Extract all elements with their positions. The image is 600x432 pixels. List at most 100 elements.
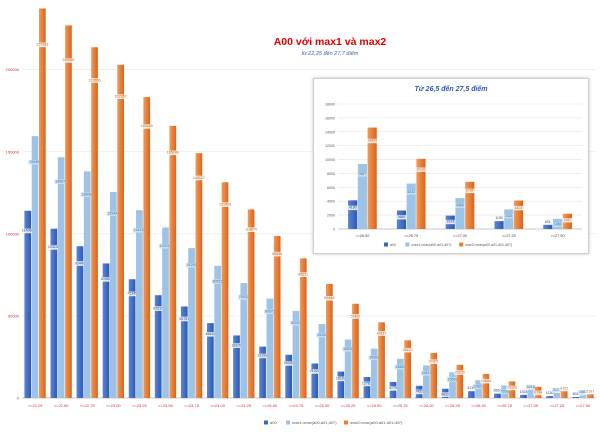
y-tick-label: 0: [333, 228, 335, 232]
x-tick-label: >=23.75: [184, 403, 199, 408]
bar-a00: [494, 393, 501, 398]
data-label: 53003: [291, 321, 301, 325]
x-tick-label: >=25.00: [315, 403, 330, 408]
data-label-bg: [455, 203, 465, 209]
data-label-bg: [106, 211, 120, 217]
data-label: 5632: [441, 392, 449, 396]
data-label-bg: [578, 390, 588, 395]
data-label: 45103: [317, 333, 327, 337]
bar-max2: [195, 153, 203, 398]
data-label-bg: [348, 205, 358, 211]
data-label: 103917: [160, 244, 172, 248]
legend-swatch: [459, 242, 464, 247]
data-label: 35630: [343, 347, 353, 351]
legend-swatch: [405, 242, 410, 247]
data-label-bg: [100, 277, 112, 282]
data-label-bg: [466, 386, 477, 391]
data-label: 213656: [89, 78, 101, 82]
legend-entry: max1=max(a00,a01,d07): [292, 420, 337, 425]
data-label-bg: [282, 361, 295, 366]
data-label-bg: [349, 314, 362, 319]
bar-a00: [572, 397, 580, 398]
data-label-bg: [21, 228, 35, 234]
legend-entry: a00: [270, 420, 277, 425]
bar-max1: [136, 210, 143, 398]
bar-a00: [207, 323, 214, 398]
data-label: 4102: [560, 386, 568, 390]
x-tick-label: >=24.00: [210, 403, 225, 408]
data-label-bg: [361, 381, 373, 387]
bar-a00: [546, 396, 553, 398]
data-label: 6794: [534, 391, 542, 395]
data-label-bg: [54, 179, 68, 184]
bar-max2: [169, 125, 177, 398]
data-label-bg: [368, 355, 380, 361]
bar-max2: [221, 182, 229, 398]
bar-a00: [154, 295, 162, 398]
bar-a00: [233, 335, 240, 398]
data-label-bg: [375, 331, 388, 336]
data-label-bg: [290, 320, 302, 326]
data-label: 80515: [213, 279, 223, 283]
bar-a00: [363, 377, 371, 398]
inset-chart: 0 2000 4000 6000 8000 10000 12000 14000 16000 180…: [325, 103, 582, 247]
bar-a00: [494, 221, 504, 229]
data-label: 7452: [415, 390, 423, 394]
bar-max1: [162, 227, 169, 398]
bar-max1: [109, 192, 117, 398]
data-label: 114870: [245, 228, 257, 232]
x-tick-label: >=27.25: [502, 234, 516, 238]
data-label: 26330: [284, 361, 294, 365]
data-label-bg: [428, 359, 440, 365]
data-label-bg: [401, 347, 414, 353]
data-label: 114065: [22, 229, 34, 233]
data-label: 5016: [527, 385, 535, 389]
inset-chart-panel: Từ 26,5 đến 27,5 điểm 0 2000 4000 6000 8000 1…: [313, 78, 589, 254]
data-label: 6794: [466, 189, 474, 193]
bar-max1: [292, 310, 300, 398]
data-label-bg: [126, 291, 138, 297]
data-label: 3124: [553, 388, 561, 392]
bar-max2: [456, 364, 464, 398]
legend-entry: max2=max(a00,a01,d01,d07): [465, 243, 512, 247]
data-label: 2197: [564, 218, 572, 222]
data-label-bg: [504, 214, 514, 219]
data-label-bg: [158, 243, 173, 249]
y-tick-label: 16000: [325, 116, 335, 120]
data-label: 19847: [421, 371, 431, 375]
x-tick-label: >=27.50: [576, 403, 591, 408]
bar-max2: [117, 64, 124, 398]
data-label: 12763: [362, 382, 372, 386]
data-label: 30060: [369, 356, 379, 360]
data-label: 2669: [493, 389, 501, 393]
x-tick-label: >=26.00: [419, 403, 434, 408]
x-tick-label: >=26.75: [404, 234, 418, 238]
data-label-bg: [132, 228, 147, 233]
data-label-bg: [396, 215, 406, 220]
data-label-bg: [514, 205, 524, 211]
y-tick-label: 12000: [325, 144, 335, 148]
chart-title: A00 với max1 và max2: [273, 36, 387, 48]
data-label: 57432: [350, 314, 360, 318]
bar-a00: [259, 346, 266, 398]
data-label-bg: [244, 227, 258, 233]
bar-a00: [285, 354, 293, 398]
data-label-bg: [553, 222, 563, 228]
data-label: 10103: [507, 386, 517, 390]
data-label: 69448: [324, 296, 334, 300]
bar-a00: [24, 210, 32, 398]
data-label: 2826: [505, 214, 513, 218]
data-label-bg: [480, 378, 492, 384]
legend-swatch: [344, 420, 348, 425]
data-label-bg: [204, 332, 217, 337]
x-tick-label: >=22.50: [54, 403, 69, 408]
data-label-bg: [544, 391, 555, 396]
bar-max1: [406, 183, 416, 229]
data-label: 183269: [141, 124, 153, 128]
bar-a00: [180, 306, 188, 398]
data-label: 1924: [446, 220, 454, 224]
data-label-bg: [61, 58, 76, 63]
bar-max1: [188, 248, 195, 398]
bar-a00: [50, 228, 58, 398]
